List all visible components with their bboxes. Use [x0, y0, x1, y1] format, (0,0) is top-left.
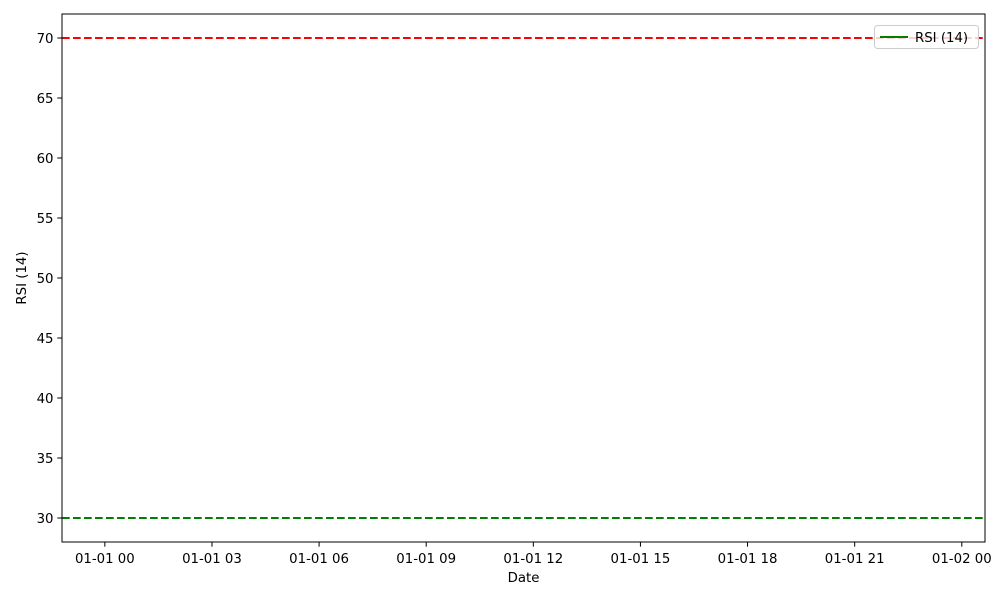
x-axis-label: Date: [508, 571, 540, 586]
x-tick-label: 01-01 03: [182, 552, 242, 567]
y-tick-label: 35: [37, 452, 54, 467]
x-tick-label: 01-02 00: [932, 552, 992, 567]
x-axis: 01-01 00 01-01 03 01-01 06 01-01 09 01-01 12…: [75, 542, 992, 567]
y-tick-label: 45: [37, 332, 54, 347]
y-tick-label: 40: [37, 392, 54, 407]
y-tick-label: 50: [37, 272, 54, 287]
y-tick-label: 30: [37, 512, 54, 527]
legend-box: [874, 25, 979, 49]
y-tick-label: 65: [37, 92, 54, 107]
y-axis-label: RSI (14): [15, 251, 30, 304]
legend: RSI (14): [874, 25, 979, 49]
legend-entry-label: RSI (14): [915, 31, 968, 46]
x-tick-label: 01-01 12: [503, 552, 563, 567]
x-tick-label: 01-01 18: [718, 552, 778, 567]
x-tick-label: 01-01 15: [611, 552, 671, 567]
x-tick-label: 01-01 21: [825, 552, 885, 567]
x-tick-label: 01-01 06: [289, 552, 349, 567]
y-tick-label: 60: [37, 152, 54, 167]
y-tick-label: 70: [37, 32, 54, 47]
y-axis: 30 35 40 45 50 55 60 65 70: [37, 32, 62, 527]
y-tick-label: 55: [37, 212, 54, 227]
x-tick-label: 01-01 09: [396, 552, 456, 567]
x-tick-label: 01-01 00: [75, 552, 135, 567]
